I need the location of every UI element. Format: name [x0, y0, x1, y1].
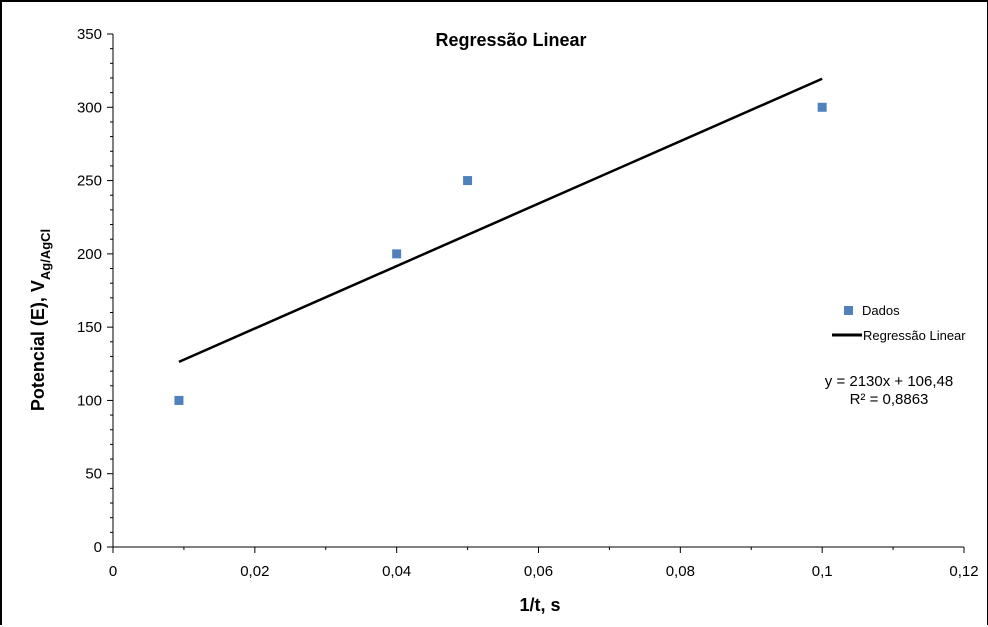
y-tick-label: 350 — [77, 26, 102, 43]
x-tick-label: 0,04 — [382, 563, 411, 580]
regression-line — [178, 77, 823, 364]
x-tick-label: 0,08 — [666, 563, 695, 580]
data-point — [817, 102, 827, 112]
x-tick-label: 0,1 — [812, 563, 833, 580]
x-tick-label: 0,12 — [949, 563, 978, 580]
data-point — [392, 249, 402, 259]
y-axis-title: Potencial (E), VAg/AgCl — [28, 229, 53, 411]
data-point — [174, 395, 184, 405]
y-tick-label: 100 — [77, 392, 102, 409]
y-axis-title-main: Potencial (E), V — [28, 280, 48, 411]
y-tick-label: 50 — [85, 466, 102, 483]
x-axis-title: 1/t, s — [519, 595, 560, 615]
axes — [112, 34, 964, 548]
chart-title: Regressão Linear — [435, 30, 586, 50]
y-axis-title-subscript: Ag/AgCl — [38, 229, 53, 280]
x-tick-label: 0,06 — [524, 563, 553, 580]
plot-marks — [174, 77, 827, 405]
r-squared-label: R² = 0,8863 — [850, 391, 929, 408]
legend: Dados Regressão Linear — [832, 303, 966, 343]
y-tick-label: 150 — [77, 319, 102, 336]
legend-label-regressao-linear: Regressão Linear — [863, 328, 966, 343]
regression-equation: y = 2130x + 106,48 — [825, 373, 953, 390]
legend-label-dados: Dados — [862, 303, 900, 318]
x-tick-label: 0 — [109, 563, 117, 580]
x-tick-label: 0,02 — [240, 563, 269, 580]
y-tick-label: 300 — [77, 99, 102, 116]
y-tick-label: 250 — [77, 173, 102, 190]
legend-marker-dados — [844, 306, 853, 315]
y-tick-label: 200 — [77, 246, 102, 263]
ticks: 0 50 100 150 200 250 300 350 0 0,02 0,04 0,06 0,08 0,… — [77, 26, 979, 580]
data-point — [463, 176, 473, 186]
y-tick-label: 0 — [94, 539, 102, 556]
